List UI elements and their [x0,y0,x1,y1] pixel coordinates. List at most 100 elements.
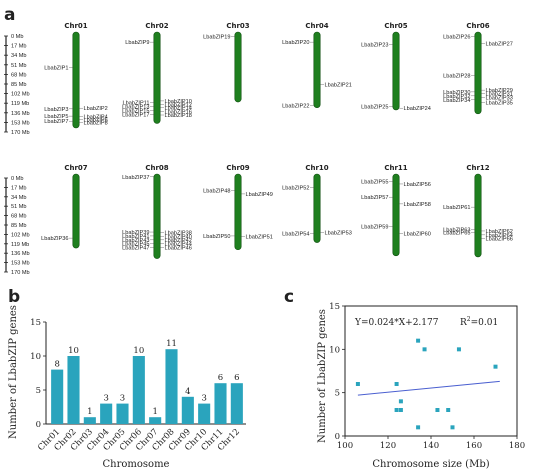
gene-label: LbabZIP10 [165,99,192,105]
bar-chr05 [116,403,129,424]
chromosome-chr02: Chr02 LbabZIP9 LbabZIP11LbabZIP13LbabZIP15… [122,22,192,124]
scatter-x-tick-label: 180 [509,441,525,451]
scale-bar-row2: 0 Mb 17 Mb 34 Mb 51 Mb 68 Mb 85 Mb 102 Mb 119 M… [4,176,30,276]
bar-x-axis-title: Chromosome [103,459,170,470]
scale-label: 51 Mb [11,63,27,69]
scale-label: 136 Mb [11,111,30,117]
gene-label: LbabZIP62 [486,229,513,235]
gene-label: LbabZIP65 [443,231,470,237]
chromosome-name: Chr06 [466,22,489,30]
gene-label: LbabZIP47 [122,246,149,252]
gene-label: LbabZIP34 [443,98,470,104]
bar-chr02 [67,356,80,424]
chromosome-name: Chr11 [384,164,407,172]
chromosome-body [392,173,400,257]
gene-label: LbabZIP48 [203,189,230,195]
gene-label: LbabZIP14 [165,106,192,112]
chromosome-name: Chr04 [305,22,328,30]
gene-label: LbabZIP63 [443,227,470,233]
gene-label: LbabZIP36 [41,236,68,242]
scatter-y-tick-label: 0 [335,432,340,442]
chromosome-chr03: Chr03 LbabZIP19 [203,22,250,103]
scale-label: 153 Mb [11,120,30,126]
gene-label: LbabZIP27 [486,41,513,47]
scale-label: 34 Mb [11,53,27,59]
chromosome-body [313,31,321,108]
gene-label: LbabZIP59 [361,225,388,231]
scatter-y-tick-label: 10 [329,345,340,355]
bar-y-tick-label: 10 [30,352,41,362]
scatter-point [416,338,421,343]
gene-label: LbabZIP50 [203,234,230,240]
gene-label: LbabZIP25 [361,105,388,111]
gene-label: LbabZIP60 [404,232,431,238]
bar-chart: Number of LbabZIP genes Chromosome 0 5 10 1… [8,305,246,470]
bar-chr01 [51,369,64,424]
bar-y-axis-title: Number of LbabZIP genes [8,305,19,439]
gene-label: LbabZIP61 [443,205,470,211]
scatter-point [398,399,403,404]
chromosome-body [313,173,321,243]
gene-label: LbabZIP56 [404,182,431,188]
gene-label: LbabZIP52 [282,185,309,191]
scale-label: 85 Mb [11,223,27,229]
r-squared-value: =0.01 [471,318,499,328]
bar-chr10 [198,403,211,424]
scatter-x-axis-title: Chromosome size (Mb) [372,459,489,470]
r-squared-r: R [460,318,467,328]
gene-label: LbabZIP1 [44,66,68,72]
gene-label: LbabZIP5 [44,114,68,120]
regression-equation: Y=0.024*X+2.177 [354,318,439,328]
scale-label: 17 Mb [11,44,27,50]
chromosome-body [234,173,242,251]
gene-label: LbabZIP2 [84,106,108,112]
gene-label: LbabZIP66 [486,237,513,243]
scatter-point [456,347,461,352]
bar-chr03 [83,417,96,424]
bar-value-label: 1 [152,407,157,417]
chromosome-name: Chr10 [305,164,328,172]
chromosome-body [234,31,242,103]
bar-value-label: 3 [120,394,125,404]
scatter-point [422,347,427,352]
chromosome-body [392,31,400,111]
scale-label: 153 Mb [11,261,30,267]
gene-label: LbabZIP45 [122,242,149,248]
chromosome-name: Chr05 [384,22,407,30]
chromosome-chr06: Chr06LbabZIP26LbabZIP28LbabZIP30LbabZIP3… [443,22,513,115]
gene-label: LbabZIP22 [282,103,309,109]
gene-label: LbabZIP13 [122,105,149,111]
scale-bar-row1: 0 Mb 17 Mb 34 Mb 51 Mb 68 Mb 85 Mb 102 Mb 119 M… [4,34,30,136]
gene-label: LbabZIP18 [165,113,192,119]
gene-label: LbabZIP54 [282,232,309,238]
gene-label: LbabZIP16 [165,110,192,116]
chromosome-name: Chr09 [226,164,249,172]
gene-label: LbabZIP32 [443,94,470,100]
gene-label: LbabZIP33 [486,96,513,102]
bar-chr12 [230,383,243,424]
scatter-point [435,408,440,412]
scale-label: 119 Mb [11,242,29,248]
gene-label: LbabZIP6 [84,118,108,124]
gene-label: LbabZIP3 [44,107,68,113]
bar-chr08 [165,349,178,424]
scatter-y-tick-label: 15 [329,302,340,312]
panel-label-a: a [4,5,15,25]
chromosome-chr09: Chr09 LbabZIP48 LbabZIP50 LbabZIP49 LbabZIP5… [203,164,273,251]
gene-label: LbabZIP44 [165,242,192,248]
gene-label: LbabZIP64 [486,233,513,239]
chromosome-body [474,31,482,115]
scale-label: 0 Mb [11,176,23,182]
gene-label: LbabZIP31 [486,92,513,98]
gene-label: LbabZIP57 [361,195,388,201]
gene-label: LbabZIP8 [84,120,108,126]
scale-label: 136 Mb [11,251,30,257]
chromosome-chr05: Chr05 LbabZIP23 LbabZIP25 LbabZIP24 [361,22,431,112]
panel-label-b: b [8,287,20,307]
gene-label: LbabZIP15 [122,108,149,114]
chromosome-chr10: Chr10 LbabZIP52 LbabZIP54 LbabZIP53 [282,164,352,243]
chromosome-chr04: Chr04 LbabZIP20 LbabZIP22 LbabZIP21 [282,22,352,109]
